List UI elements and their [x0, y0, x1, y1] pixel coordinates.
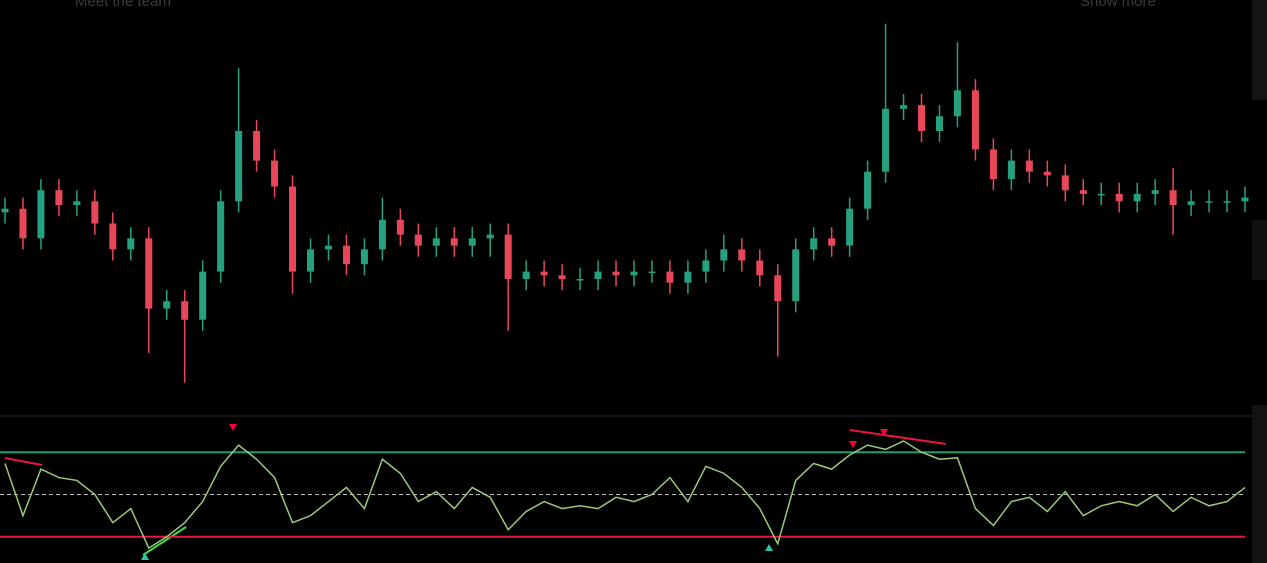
- candle-body: [217, 201, 225, 272]
- candle-body: [181, 301, 189, 320]
- candle-body: [414, 234, 422, 246]
- candle-body: [810, 238, 818, 250]
- candle-body: [307, 249, 315, 272]
- candle-body: [918, 105, 926, 131]
- candle-body: [1223, 201, 1231, 203]
- candle-body: [91, 201, 99, 224]
- side-panel: [1252, 0, 1267, 100]
- candle-body: [145, 238, 153, 309]
- signal-marker: [141, 553, 149, 560]
- candle-body: [630, 271, 638, 276]
- candle-body: [1115, 193, 1123, 202]
- candle-body: [720, 249, 728, 261]
- candle-body: [594, 271, 602, 279]
- candle-body: [846, 208, 854, 246]
- candle-body: [935, 116, 943, 131]
- candle-body: [864, 171, 872, 209]
- candle-body: [360, 249, 368, 265]
- candle-body: [396, 219, 404, 235]
- divergence-line: [849, 429, 947, 445]
- show-more[interactable]: Show more: [1080, 0, 1156, 10]
- candle-body: [289, 186, 297, 272]
- candle-body: [774, 275, 782, 302]
- candle-body: [1187, 201, 1195, 205]
- candle-body: [558, 275, 566, 279]
- candle-body: [792, 249, 800, 302]
- candle-body: [953, 90, 961, 117]
- candle-body: [253, 131, 261, 161]
- candle-body: [828, 238, 836, 246]
- candle-body: [109, 223, 117, 250]
- candle-body: [684, 271, 692, 283]
- candle-body: [702, 260, 710, 272]
- candle-body: [342, 245, 350, 265]
- oscillator-line: [4, 440, 1246, 550]
- candle-body: [900, 105, 908, 109]
- candle-body: [199, 271, 207, 320]
- candle-body: [1061, 175, 1069, 191]
- candle-body: [1, 208, 9, 213]
- candle-body: [1097, 193, 1105, 196]
- candle-body: [1043, 171, 1051, 176]
- candle-body: [486, 234, 494, 239]
- candle-body: [1241, 197, 1249, 202]
- divergence-line: [142, 526, 187, 556]
- signal-marker: [849, 441, 857, 448]
- candle-body: [738, 249, 746, 261]
- side-panel: [1252, 405, 1267, 563]
- candle-body: [378, 219, 386, 250]
- candle-body: [1133, 193, 1141, 202]
- candle-body: [1151, 190, 1159, 194]
- candle-body: [19, 208, 27, 239]
- candle-body: [504, 234, 512, 279]
- candle-body: [1169, 190, 1177, 205]
- candle-body: [971, 90, 979, 150]
- page-link[interactable]: Meet the team: [75, 0, 171, 10]
- candle-body: [540, 271, 548, 276]
- signal-marker: [765, 544, 773, 551]
- candle-body: [127, 238, 135, 250]
- signal-marker: [229, 424, 237, 431]
- candle-body: [1007, 160, 1015, 180]
- candle-body: [576, 279, 584, 281]
- candle-body: [612, 271, 620, 276]
- candle-body: [882, 108, 890, 172]
- candle-body: [73, 201, 81, 205]
- candle-body: [756, 260, 764, 276]
- candle-body: [324, 245, 332, 250]
- candle-body: [37, 190, 45, 239]
- candle-body: [468, 238, 476, 246]
- signal-marker: [880, 429, 888, 436]
- candle-body: [432, 238, 440, 246]
- side-panel: [1252, 220, 1267, 280]
- candle-body: [163, 301, 171, 309]
- candle-body: [1205, 201, 1213, 203]
- candle-body: [666, 271, 674, 283]
- candle-body: [1079, 190, 1087, 194]
- candle-body: [1025, 160, 1033, 172]
- candle-body: [450, 238, 458, 246]
- candle-body: [648, 271, 656, 274]
- divergence-line: [4, 457, 43, 466]
- candle-body: [55, 190, 63, 205]
- candle-body: [271, 160, 279, 187]
- candle-body: [989, 149, 997, 180]
- candle-body: [235, 131, 243, 202]
- candle-body: [522, 271, 530, 279]
